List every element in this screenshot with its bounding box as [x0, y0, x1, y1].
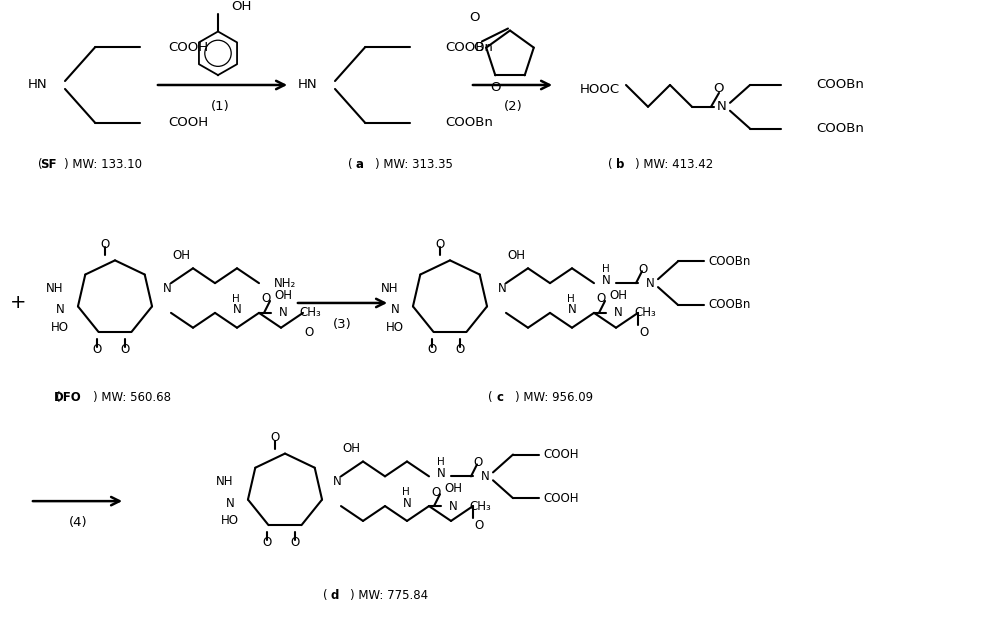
- Text: COOBn: COOBn: [445, 41, 493, 54]
- Text: N: N: [391, 304, 400, 316]
- Text: OH: OH: [444, 482, 462, 495]
- Text: COOBn: COOBn: [816, 122, 864, 135]
- Text: (: (: [348, 158, 352, 171]
- Text: O: O: [290, 536, 300, 549]
- Text: O: O: [427, 343, 437, 356]
- Text: HN: HN: [297, 78, 317, 91]
- Text: N: N: [437, 467, 445, 480]
- Text: COOBn: COOBn: [816, 78, 864, 91]
- Text: N: N: [602, 274, 610, 287]
- Text: H: H: [402, 487, 410, 497]
- Text: N: N: [403, 497, 411, 510]
- Text: O: O: [261, 292, 271, 306]
- Text: (: (: [608, 158, 612, 171]
- Text: NH: NH: [216, 475, 233, 488]
- Text: NH: NH: [46, 281, 63, 294]
- Text: (: (: [38, 158, 42, 171]
- Text: O: O: [435, 238, 445, 251]
- Text: O: O: [638, 263, 648, 276]
- Text: COOH: COOH: [168, 116, 208, 129]
- Text: CH₃: CH₃: [469, 499, 491, 512]
- Text: COOBn: COOBn: [445, 116, 493, 129]
- Text: O: O: [455, 343, 465, 356]
- Text: SF: SF: [40, 158, 56, 171]
- Text: HOOC: HOOC: [580, 83, 620, 96]
- Text: O: O: [304, 326, 314, 339]
- Text: N: N: [498, 281, 507, 294]
- Text: O: O: [270, 431, 280, 444]
- Text: H: H: [437, 458, 445, 468]
- Text: COOBn: COOBn: [708, 299, 750, 312]
- Text: c: c: [496, 391, 504, 404]
- Text: DFO: DFO: [54, 391, 82, 404]
- Text: O: O: [473, 41, 483, 54]
- Text: OH: OH: [609, 289, 627, 302]
- Text: H: H: [567, 294, 575, 304]
- Text: COOH: COOH: [543, 492, 578, 505]
- Text: N: N: [333, 475, 342, 488]
- Text: ) MW: 775.84: ) MW: 775.84: [350, 589, 428, 602]
- Text: O: O: [120, 343, 130, 356]
- Text: O: O: [470, 11, 480, 24]
- Text: +: +: [10, 294, 26, 312]
- Text: O: O: [596, 292, 606, 306]
- Text: N: N: [233, 304, 241, 316]
- Text: N: N: [279, 306, 287, 319]
- Text: HN: HN: [27, 78, 47, 91]
- Text: ) MW: 133.10: ) MW: 133.10: [64, 158, 142, 171]
- Text: O: O: [431, 486, 441, 499]
- Text: N: N: [449, 499, 457, 512]
- Text: O: O: [474, 519, 484, 532]
- Text: (2): (2): [504, 100, 522, 113]
- Text: N: N: [56, 304, 65, 316]
- Text: O: O: [639, 326, 649, 339]
- Text: OH: OH: [274, 289, 292, 302]
- Text: (: (: [56, 391, 60, 404]
- Text: O: O: [490, 81, 501, 94]
- Text: OH: OH: [342, 442, 360, 455]
- Text: O: O: [92, 343, 102, 356]
- Text: HO: HO: [386, 321, 404, 334]
- Text: b: b: [616, 158, 624, 171]
- Text: COOH: COOH: [543, 448, 578, 461]
- Text: N: N: [163, 281, 172, 294]
- Text: HO: HO: [221, 514, 239, 527]
- Text: OH: OH: [231, 0, 251, 13]
- Text: H: H: [602, 265, 610, 274]
- Text: N: N: [568, 304, 576, 316]
- Text: OH: OH: [507, 249, 525, 262]
- Text: O: O: [100, 238, 110, 251]
- Text: (3): (3): [333, 318, 351, 331]
- Text: OH: OH: [172, 249, 190, 262]
- Text: (: (: [323, 589, 327, 602]
- Text: (: (: [488, 391, 492, 404]
- Text: NH₂: NH₂: [274, 276, 296, 289]
- Text: a: a: [356, 158, 364, 171]
- Text: O: O: [714, 83, 724, 96]
- Text: COOH: COOH: [168, 41, 208, 54]
- Text: N: N: [614, 306, 622, 319]
- Text: N: N: [646, 276, 654, 289]
- Text: (1): (1): [211, 100, 229, 113]
- Text: COOBn: COOBn: [708, 255, 750, 268]
- Text: CH₃: CH₃: [634, 306, 656, 319]
- Text: N: N: [717, 100, 727, 113]
- Text: HO: HO: [51, 321, 69, 334]
- Text: NH: NH: [380, 281, 398, 294]
- Text: O: O: [262, 536, 272, 549]
- Text: ) MW: 313.35: ) MW: 313.35: [375, 158, 453, 171]
- Text: (4): (4): [69, 517, 87, 530]
- Text: d: d: [331, 589, 339, 602]
- Text: H: H: [232, 294, 240, 304]
- Text: N: N: [226, 497, 235, 510]
- Text: O: O: [473, 456, 483, 469]
- Text: ) MW: 560.68: ) MW: 560.68: [93, 391, 171, 404]
- Text: N: N: [481, 470, 489, 483]
- Text: CH₃: CH₃: [299, 306, 321, 319]
- Text: ) MW: 413.42: ) MW: 413.42: [635, 158, 713, 171]
- Text: ) MW: 956.09: ) MW: 956.09: [515, 391, 593, 404]
